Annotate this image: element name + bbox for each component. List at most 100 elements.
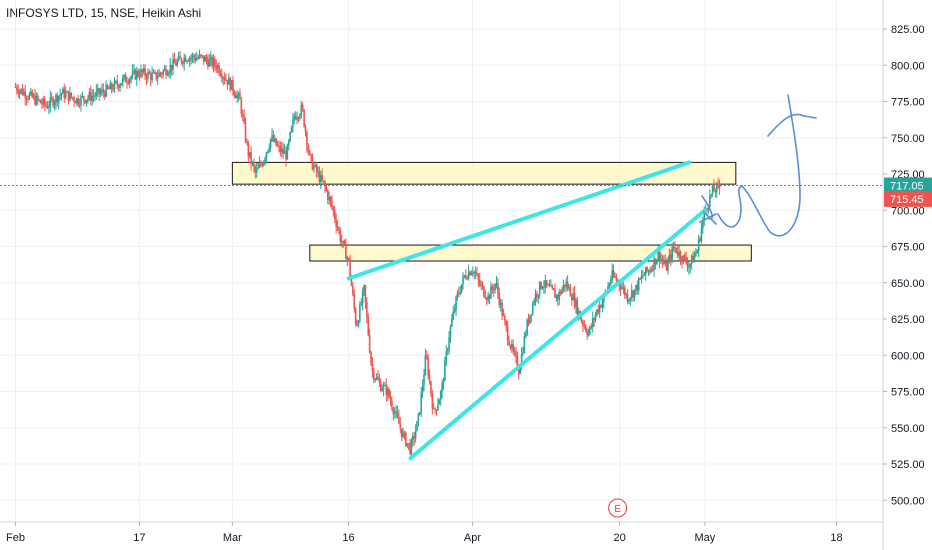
candle-body	[473, 271, 475, 273]
candle-body	[471, 272, 474, 274]
candle-body	[399, 424, 402, 429]
candle-body	[529, 315, 531, 324]
price-zone-rect	[309, 244, 752, 262]
candle-body	[639, 278, 641, 280]
candle-body	[628, 299, 630, 302]
candle-body	[38, 99, 40, 101]
candle-body	[377, 376, 379, 380]
y-tick-label: 775.00	[891, 97, 925, 109]
candle-body	[258, 163, 261, 168]
candle-body	[215, 65, 218, 69]
candle-body	[526, 319, 528, 335]
candle-body	[373, 370, 375, 380]
candle-body	[629, 297, 632, 300]
candle-body	[437, 404, 439, 410]
candle-body	[148, 72, 151, 75]
candle-body	[99, 92, 102, 95]
candle-body	[690, 255, 693, 264]
candle-body	[511, 344, 513, 349]
candle-body	[35, 95, 38, 105]
candle-body	[204, 57, 206, 62]
candle-body	[233, 91, 236, 96]
candle-body	[470, 272, 473, 276]
candle-body	[674, 246, 676, 248]
candle-body	[516, 356, 519, 370]
candle-body	[497, 283, 499, 294]
candle-body	[247, 142, 250, 157]
candle-body	[39, 99, 42, 104]
candle-body	[32, 95, 35, 98]
candle-body	[102, 89, 105, 93]
candle-body	[342, 240, 344, 243]
candle-body	[350, 276, 353, 286]
candle-body	[345, 244, 347, 260]
candle-body	[301, 104, 304, 110]
candle-body	[353, 294, 356, 309]
candle-body	[177, 56, 180, 61]
candle-body	[541, 287, 544, 289]
candle-body	[555, 295, 558, 298]
candle-body	[179, 56, 181, 59]
candle-body	[467, 271, 470, 279]
candle-body	[550, 285, 552, 287]
candle-body	[285, 151, 287, 160]
candle-body	[709, 195, 711, 208]
candle-body	[240, 99, 243, 114]
chart-title: INFOSYS LTD, 15, NSE, Heikin Ashi	[6, 6, 202, 20]
candle-body	[427, 358, 429, 376]
candle-body	[637, 278, 640, 291]
candle-body	[280, 148, 283, 153]
candle-body	[476, 274, 478, 276]
candle-body	[706, 208, 708, 210]
candle-body	[566, 282, 569, 289]
candle-body	[123, 74, 126, 78]
candle-body	[193, 55, 195, 58]
candle-body	[518, 369, 520, 374]
candle-body	[205, 57, 208, 61]
candle-body	[492, 289, 495, 291]
candle-body	[48, 106, 50, 108]
candle-body	[536, 293, 538, 298]
candle-body	[665, 261, 668, 271]
candle-body	[406, 443, 409, 446]
candle-body	[428, 375, 431, 382]
candle-body	[593, 318, 595, 320]
candle-body	[156, 76, 159, 79]
candle-body	[208, 59, 211, 67]
candle-body	[460, 284, 463, 293]
candle-body	[87, 97, 89, 100]
candle-body	[481, 284, 484, 287]
candle-body	[168, 72, 170, 75]
y-tick-label: 650.00	[891, 278, 925, 290]
candle-body	[650, 269, 653, 272]
candle-body	[253, 162, 255, 167]
candle-body	[582, 321, 584, 326]
candle-body	[554, 290, 556, 298]
candle-body	[449, 326, 452, 338]
candle-body	[338, 228, 340, 231]
candle-body	[562, 284, 565, 290]
candle-body	[515, 352, 517, 357]
candle-body	[109, 83, 112, 90]
candle-body	[458, 292, 460, 294]
candle-body	[508, 340, 510, 346]
candle-body	[265, 152, 268, 159]
candle-body	[413, 436, 416, 439]
candle-body	[420, 392, 423, 413]
candle-body	[414, 431, 417, 439]
candle-body	[239, 93, 241, 100]
candle-body	[43, 98, 46, 105]
candle-body	[186, 60, 188, 62]
candle-body	[410, 440, 413, 454]
candle-body	[615, 277, 618, 281]
candle-body	[108, 88, 110, 90]
candle-body	[488, 295, 491, 299]
candle-body	[370, 352, 372, 364]
candle-body	[278, 145, 280, 147]
candle-body	[14, 87, 17, 88]
candle-body	[707, 207, 710, 210]
candle-body	[700, 228, 703, 241]
candle-body	[501, 302, 503, 316]
candle-body	[322, 180, 325, 183]
